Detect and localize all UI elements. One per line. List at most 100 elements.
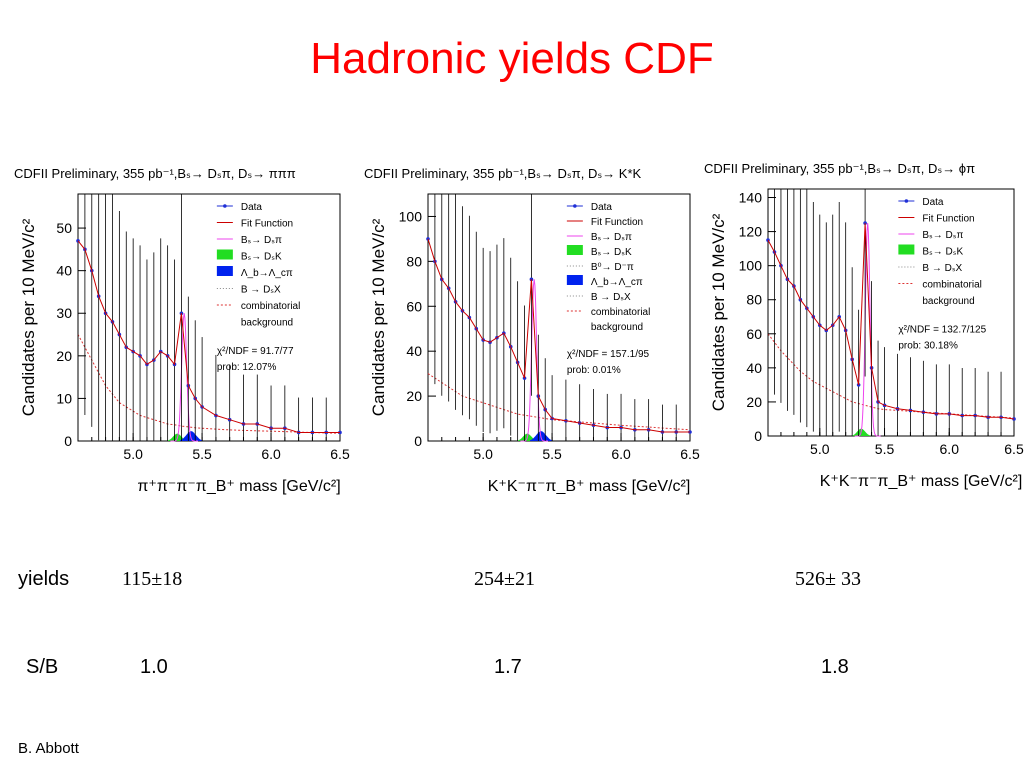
x-tick-label: 6.5 [330, 446, 350, 462]
fit-stats: prob: 30.18% [898, 341, 958, 352]
chart-title: CDFII Preliminary, 355 pb⁻¹,Bₛ→ Dₛπ, Dₛ→… [14, 166, 296, 181]
chart-panel-2: CDFII Preliminary, 355 pb⁻¹,Bₛ→ Dₛπ, Dₛ→… [360, 158, 700, 503]
legend-entry: Data [591, 202, 613, 213]
chart-title: CDFII Preliminary, 355 pb⁻¹,Bₛ→ Dₛπ, Dₛ→… [704, 161, 975, 176]
fit-function-curve [77, 240, 340, 433]
sb-value-2: 1.7 [494, 656, 522, 678]
y-axis-label: Candidates per 10 MeV/c² [709, 213, 728, 411]
x-tick-label: 5.5 [542, 446, 562, 462]
legend-marker [216, 266, 233, 276]
y-tick-label: 60 [746, 326, 762, 342]
legend-entry: combinatorial [922, 280, 981, 291]
y-tick-label: 10 [56, 390, 72, 406]
yields-label: yields [18, 568, 70, 590]
y-tick-label: 80 [746, 292, 762, 308]
y-tick-label: 80 [406, 253, 422, 269]
legend-marker [223, 204, 227, 208]
y-tick-label: 60 [406, 298, 422, 314]
chart-panel-3: CDFII Preliminary, 355 pb⁻¹,Bₛ→ Dₛπ, Dₛ→… [700, 153, 1024, 498]
legend-entry: background [241, 318, 293, 329]
fit-stats: χ²/NDF = 157.1/95 [567, 349, 650, 360]
x-axis-label: K⁺K⁻π⁻π_B⁺ mass [GeV/c²] [488, 478, 691, 495]
legend-marker [566, 245, 583, 255]
legend-marker [573, 204, 577, 208]
y-tick-label: 140 [739, 190, 763, 206]
chart-1-svg: CDFII Preliminary, 355 pb⁻¹,Bₛ→ Dₛπ, Dₛ→… [14, 166, 350, 495]
legend-marker [898, 244, 915, 255]
x-tick-label: 5.5 [875, 441, 895, 457]
plot-frame [427, 193, 691, 442]
plot-frame [767, 188, 1015, 437]
signal-curve [854, 223, 881, 437]
sb-value-3: 1.8 [821, 656, 849, 678]
chart-2-svg: CDFII Preliminary, 355 pb⁻¹,Bₛ→ Dₛπ, Dₛ→… [364, 166, 700, 495]
fit-stats: χ²/NDF = 132.7/125 [898, 325, 986, 336]
y-tick-label: 40 [746, 360, 762, 376]
combinatorial-curve [427, 373, 691, 431]
fit-stats: prob: 12.07% [217, 362, 277, 373]
legend-entry: B → DₛX [591, 292, 631, 303]
fit-function-curve [767, 223, 1015, 420]
y-tick-label: 100 [399, 208, 423, 224]
y-axis-label: Candidates per 10 MeV/c² [19, 218, 38, 416]
legend-entry: Fit Function [241, 219, 293, 230]
legend-entry: background [922, 296, 974, 307]
y-tick-label: 0 [64, 433, 72, 449]
x-axis-label: π⁺π⁻π⁻π_B⁺ mass [GeV/c²] [137, 478, 340, 495]
y-tick-label: 100 [739, 258, 763, 274]
legend-marker [904, 199, 909, 203]
combinatorial-curve [77, 334, 341, 434]
legend-entry: Bₛ→ Dₛπ [591, 232, 632, 243]
yield-value-2: 254±21 [474, 568, 535, 590]
legend-entry: Fit Function [922, 214, 974, 225]
x-tick-label: 6.0 [611, 446, 631, 462]
sb-label: S/B [26, 656, 59, 678]
legend-entry: Data [241, 202, 263, 213]
fit-function-curve [427, 238, 690, 433]
x-tick-label: 6.5 [680, 446, 700, 462]
y-tick-label: 20 [406, 388, 422, 404]
signal-curve [520, 279, 548, 442]
sb-value-1: 1.0 [140, 656, 168, 678]
y-tick-label: 50 [56, 220, 72, 236]
y-tick-label: 0 [754, 428, 762, 444]
legend-entry: Fit Function [591, 217, 643, 228]
x-tick-label: 6.0 [940, 441, 960, 457]
chart-3-svg: CDFII Preliminary, 355 pb⁻¹,Bₛ→ Dₛπ, Dₛ→… [704, 161, 1024, 490]
author-credit: B. Abbott [18, 740, 79, 757]
legend-marker [566, 275, 583, 285]
legend-entry: Bₛ→ DₛK [241, 252, 282, 263]
x-tick-label: 6.5 [1004, 441, 1024, 457]
x-tick-label: 6.0 [261, 446, 281, 462]
slide-title: Hadronic yields CDF [310, 34, 714, 83]
signal-curve [170, 313, 198, 442]
yield-value-3: 526± 33 [795, 568, 861, 590]
legend-entry: combinatorial [241, 301, 300, 312]
legend-entry: Λ_b→Λ_cπ [591, 277, 643, 288]
y-tick-label: 40 [406, 343, 422, 359]
legend-entry: Bₛ→ DₛK [591, 247, 632, 258]
y-tick-label: 30 [56, 305, 72, 321]
yield-value-1: 115±18 [122, 568, 183, 590]
legend-entry: Bₛ→ Dₛπ [922, 230, 963, 241]
x-tick-label: 5.0 [810, 441, 830, 457]
data-point [688, 430, 692, 434]
x-tick-label: 5.5 [192, 446, 212, 462]
plot-frame [77, 193, 341, 442]
chart-panel-1: CDFII Preliminary, 355 pb⁻¹,Bₛ→ Dₛπ, Dₛ→… [10, 158, 350, 503]
legend-entry: Data [922, 197, 944, 208]
legend-entry: B⁰→ D⁻π [591, 262, 634, 273]
legend-marker [216, 249, 233, 260]
x-tick-label: 5.0 [123, 446, 143, 462]
y-tick-label: 120 [739, 224, 763, 240]
x-axis-label: K⁺K⁻π⁻π_B⁺ mass [GeV/c²] [820, 473, 1023, 490]
legend-entry: B → DₛX [241, 285, 281, 296]
y-tick-label: 40 [56, 263, 72, 279]
data-point [863, 221, 867, 225]
legend-entry: Bₛ→ DₛK [922, 247, 963, 258]
legend-entry: Λ_b→Λ_cπ [241, 268, 293, 279]
legend-entry: Bₛ→ Dₛπ [241, 235, 282, 246]
chart-title: CDFII Preliminary, 355 pb⁻¹,Bₛ→ Dₛπ, Dₛ→… [364, 166, 642, 181]
y-tick-label: 0 [414, 433, 422, 449]
y-tick-label: 20 [56, 348, 72, 364]
